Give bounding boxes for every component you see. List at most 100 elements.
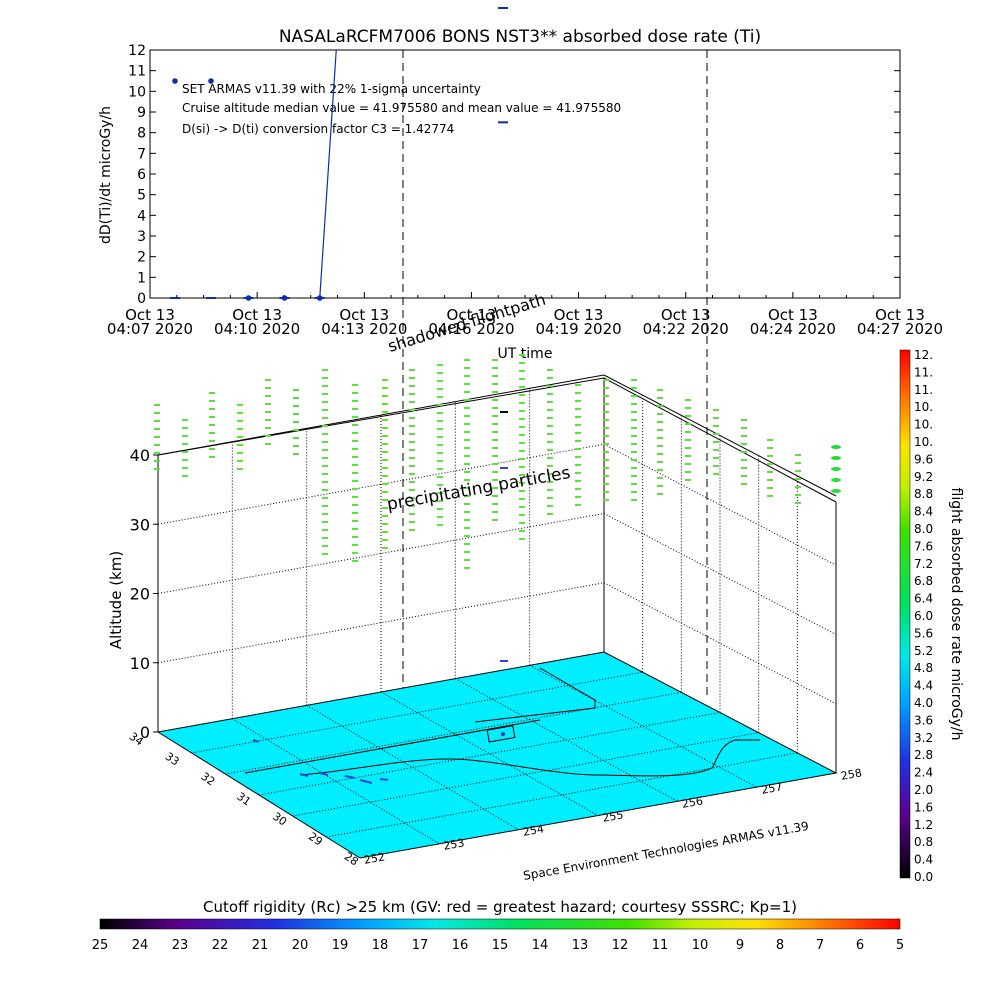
- rigidity-colorbar: [99, 918, 901, 930]
- annotation-line-2: Cruise altitude median value = 41.975580…: [182, 101, 621, 115]
- rigidity-tick-label: 6: [856, 938, 864, 953]
- dose-tick-label: 0.8: [914, 835, 933, 849]
- data-point: [172, 78, 178, 84]
- rigidity-colorbar-ticks: 25 24 23 22 21 20 19 18 17 16 15 14 13 12 11 10 9 8 7 6 5: [92, 938, 904, 953]
- top-title: NASALaRCFM7006 BONS NST3** absorbed dose…: [279, 27, 761, 47]
- dose-tick-label: 8.8: [914, 487, 933, 501]
- longitude-tick-label: 254: [522, 822, 545, 838]
- x-tick-time: 04:07 2020: [107, 320, 193, 338]
- data-point: [208, 78, 214, 84]
- dose-tick-label: 3.6: [914, 713, 933, 727]
- rigidity-tick-label: 20: [292, 938, 309, 953]
- rigidity-tick-label: 21: [252, 938, 269, 953]
- y-tick-label: 10: [128, 84, 146, 100]
- longitude-tick-label: 256: [681, 794, 704, 810]
- longitude-tick-label: 255: [601, 808, 624, 824]
- dose-colorbar: [899, 349, 911, 879]
- rigidity-tick-label: 13: [572, 938, 589, 953]
- rigidity-tick-label: 17: [412, 938, 429, 953]
- particle-dash: [831, 456, 841, 460]
- annotation-line-1: SET ARMAS v11.39 with 22% 1-sigma uncert…: [182, 82, 481, 96]
- y-tick-label: 2: [137, 250, 146, 266]
- x-tick-time: 04:24 2020: [750, 320, 836, 338]
- latitude-tick-label: 33: [163, 750, 182, 769]
- x-tick-time: 04:13 2020: [321, 320, 407, 338]
- floor-grid-line: [258, 712, 721, 796]
- dose-tick-label: 5.6: [914, 626, 933, 640]
- x-tick-date: Oct 13: [875, 306, 925, 324]
- altitude-label: Altitude (km): [107, 551, 125, 649]
- dose-tick-label: 5.2: [914, 644, 933, 658]
- dose-tick-label: 2.0: [914, 783, 933, 797]
- y-tick-label: 12: [128, 43, 146, 59]
- rigidity-tick-label: 22: [212, 938, 229, 953]
- altitude-tick-label: 20: [130, 585, 150, 604]
- dose-tick-label: 2.4: [914, 766, 933, 780]
- x-tick-time: 04:16 2020: [428, 320, 514, 338]
- dose-tick-label: 12.: [914, 348, 933, 362]
- x-tick-date: Oct 13: [125, 306, 175, 324]
- annotation-line-3: D(si) -> D(ti) conversion factor C3 = 1.…: [182, 122, 454, 136]
- latitude-tick-label: 30: [270, 810, 289, 829]
- dose-tick-label: 4.4: [914, 679, 933, 693]
- rigidity-tick-label: 25: [92, 938, 109, 953]
- dose-tick-label: 10.: [914, 435, 933, 449]
- dose-tick-label: 8.0: [914, 522, 933, 536]
- rigidity-tick-label: 7: [816, 938, 824, 953]
- dose-colorbar-label: flight absorbed dose rate microGy/h: [948, 488, 964, 741]
- y-tick-label: 4: [137, 208, 146, 224]
- altitude-tick-label: 0: [140, 723, 150, 742]
- dose-tick-label: 4.0: [914, 696, 933, 710]
- longitude-tick-label: 257: [760, 780, 783, 796]
- rigidity-tick-label: 9: [736, 938, 744, 953]
- y-tick-label: 7: [137, 146, 146, 162]
- x-tick-date: Oct 13: [768, 306, 818, 324]
- altitude-axis: 0 10 20 30 40: [130, 446, 158, 742]
- top-series: [170, 7, 508, 301]
- dose-colorbar-ticks: 12. 11. 11. 10. 10. 10. 9.6 9.2 8.8 8.4 8.0 7.6 7.2 6…: [914, 348, 933, 884]
- dose-tick-label: 6.8: [914, 574, 933, 588]
- particle-dash: [831, 445, 841, 449]
- dose-tick-label: 2.8: [914, 748, 933, 762]
- floor-grid-line: [455, 678, 678, 802]
- x-tick-date: Oct 13: [232, 306, 282, 324]
- dose-tick-label: 11.: [914, 383, 933, 397]
- dose-tick-label: 9.2: [914, 470, 933, 484]
- floor-features: [244, 667, 760, 784]
- x-tick-time: 04:19 2020: [535, 320, 621, 338]
- floor-grid-line: [292, 732, 759, 817]
- rigidity-tick-label: 24: [132, 938, 149, 953]
- x-tick-date: Oct 13: [447, 306, 497, 324]
- dose-tick-label: 10.: [914, 400, 933, 414]
- altitude-tick-label: 10: [130, 654, 150, 673]
- x-tick-date: Oct 13: [339, 306, 389, 324]
- 3d-grid: [157, 374, 837, 845]
- particle-dash: [831, 478, 841, 482]
- x-tick-time: 04:27 2020: [857, 320, 943, 338]
- y-tick-label: 3: [137, 229, 146, 245]
- y-tick-label: 1: [137, 270, 146, 286]
- rigidity-tick-label: 14: [532, 938, 549, 953]
- longitude-axis: 252 253 254 255 256 257 258: [363, 766, 863, 866]
- dose-tick-label: 4.8: [914, 661, 933, 675]
- y-tick-label: 5: [137, 188, 146, 204]
- dose-tick-label: 11.: [914, 365, 933, 379]
- y-tick-label: 6: [137, 167, 146, 183]
- rigidity-tick-label: 15: [492, 938, 509, 953]
- series-line: [319, 49, 337, 299]
- particle-dash: [831, 467, 841, 471]
- dose-tick-label: 0.0: [914, 870, 933, 884]
- latitude-tick-label: 31: [234, 790, 253, 809]
- precipitating-particles-label: precipitating particles: [385, 463, 572, 515]
- rigidity-tick-label: 11: [652, 938, 669, 953]
- particle-markers: [154, 354, 841, 662]
- particle-dash: [831, 489, 841, 493]
- credit-label: Space Environment Technologies ARMAS v11…: [522, 819, 810, 883]
- y-tick-label: 0: [137, 291, 146, 307]
- rigidity-tick-label: 10: [692, 938, 709, 953]
- dose-tick-label: 6.0: [914, 609, 933, 623]
- rigidity-colorbar-title: Cutoff rigidity (Rc) >25 km (GV: red = g…: [203, 898, 797, 916]
